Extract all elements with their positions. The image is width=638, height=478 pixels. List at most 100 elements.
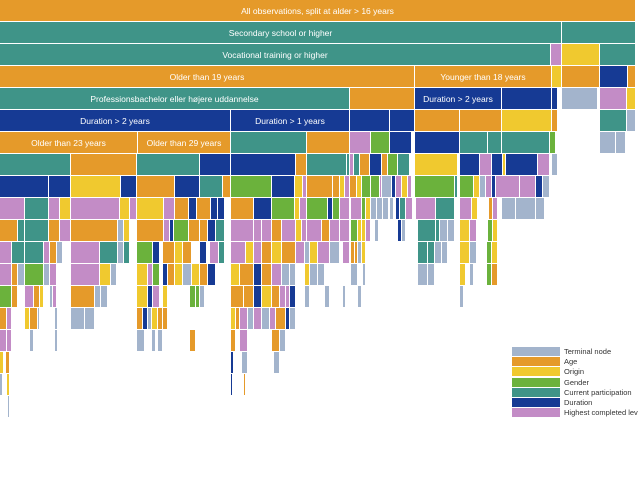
tree-node-terminal <box>242 352 248 374</box>
tree-node-age <box>355 242 358 264</box>
legend-item-terminal: Terminal node <box>512 346 638 356</box>
legend-swatch-duration <box>512 398 560 408</box>
tree-node-label: All observations, split at alder > 16 ye… <box>241 5 394 16</box>
tree-node-level <box>600 88 627 110</box>
tree-node-age <box>190 330 196 352</box>
tree-node-terminal <box>402 220 406 242</box>
tree-node-duration <box>272 176 295 198</box>
tree-node-age <box>307 176 333 198</box>
tree-node-terminal <box>502 198 516 220</box>
tree-node-terminal <box>158 330 163 352</box>
tree-node-duration <box>231 374 233 396</box>
tree-node-level <box>286 286 290 308</box>
tree-node-duration: Duration > 2 years <box>0 110 231 132</box>
tree-node-age <box>272 286 280 308</box>
tree-node-level <box>7 330 12 352</box>
tree-node-duration <box>415 132 460 154</box>
legend-label: Terminal node <box>564 346 612 356</box>
tree-node-origin <box>40 286 44 308</box>
tree-node-participation: Vocational training or higher <box>0 44 551 66</box>
tree-node-age <box>460 110 502 132</box>
tree-node-duration <box>370 154 382 176</box>
tree-node-origin <box>460 220 470 242</box>
tree-node-level <box>7 308 12 330</box>
tree-node-gender <box>371 176 380 198</box>
tree-node-origin <box>137 198 164 220</box>
tree-node-origin <box>295 176 303 198</box>
tree-node-level <box>406 198 413 220</box>
tree-node-level <box>0 330 7 352</box>
tree-node-participation <box>428 242 435 264</box>
tree-node-level <box>296 242 305 264</box>
tree-node-age <box>562 66 600 88</box>
tree-node-age <box>231 198 254 220</box>
tree-node-participation <box>216 220 225 242</box>
tree-node-participation <box>455 176 458 198</box>
tree-node-gender <box>231 176 272 198</box>
tree-node-participation <box>200 176 223 198</box>
legend-item-participation: Current participation <box>512 387 638 397</box>
tree-node-gender <box>153 264 160 286</box>
tree-node-gender <box>362 176 371 198</box>
tree-node-terminal <box>358 286 362 308</box>
tree-node-level <box>496 176 520 198</box>
tree-node-origin <box>493 220 498 242</box>
tree-node-terminal <box>470 242 477 264</box>
tree-node-gender <box>388 154 398 176</box>
tree-node-level <box>340 198 350 220</box>
tree-node-terminal <box>0 374 3 396</box>
tree-node-duration <box>502 88 552 110</box>
tree-node-origin <box>502 110 552 132</box>
tree-node-duration <box>208 264 216 286</box>
tree-node-origin <box>358 220 362 242</box>
legend: Terminal node Age Origin Gender Current … <box>512 346 638 418</box>
tree-node-terminal <box>30 330 34 352</box>
tree-node-duration <box>492 176 496 198</box>
tree-node-duration <box>396 198 400 220</box>
legend-item-gender: Gender <box>512 377 638 387</box>
tree-node-level <box>210 242 219 264</box>
tree-node-label: Duration > 2 years <box>80 115 150 126</box>
tree-node-duration <box>143 308 148 330</box>
tree-node-origin <box>100 264 111 286</box>
legend-swatch-level <box>512 408 560 418</box>
tree-node-origin <box>272 242 282 264</box>
tree-node-participation <box>436 198 455 220</box>
tree-node-terminal <box>282 264 290 286</box>
tree-node-terminal <box>627 110 636 132</box>
tree-node-participation <box>219 242 225 264</box>
tree-node-label: Older than 23 years <box>31 137 106 148</box>
tree-node-age <box>137 176 175 198</box>
tree-node-origin <box>175 264 183 286</box>
tree-node-level <box>71 242 100 264</box>
tree-node-origin <box>231 308 236 330</box>
tree-node-duration: Duration > 1 years <box>231 110 350 132</box>
tree-node-origin <box>7 374 10 396</box>
tree-node-origin <box>152 308 158 330</box>
tree-node-gender <box>307 198 328 220</box>
tree-node-gender <box>488 220 493 242</box>
tree-node-origin <box>120 198 130 220</box>
tree-node-level <box>330 220 340 242</box>
legend-item-age: Age <box>512 356 638 366</box>
tree-node-level <box>416 198 436 220</box>
tree-node-duration <box>328 198 333 220</box>
tree-node-origin <box>305 264 310 286</box>
tree-node-terminal <box>8 396 10 418</box>
tree-node-duration <box>211 198 218 220</box>
tree-node-origin <box>175 242 183 264</box>
tree-node-participation <box>307 154 347 176</box>
tree-node-level <box>396 176 402 198</box>
tree-node-label: Vocational training or higher <box>222 49 328 60</box>
tree-node-terminal <box>371 198 377 220</box>
tree-node-terminal <box>442 242 448 264</box>
tree-node-terminal <box>118 242 124 264</box>
tree-node-age: Older than 19 years <box>0 66 415 88</box>
tree-node-age <box>236 308 240 330</box>
tree-node-origin <box>492 242 498 264</box>
tree-node-duration <box>290 286 296 308</box>
tree-node-participation <box>0 154 71 176</box>
tree-node-level <box>318 242 330 264</box>
tree-node-age <box>12 286 18 308</box>
tree-node-duration: Duration > 2 years <box>415 88 502 110</box>
